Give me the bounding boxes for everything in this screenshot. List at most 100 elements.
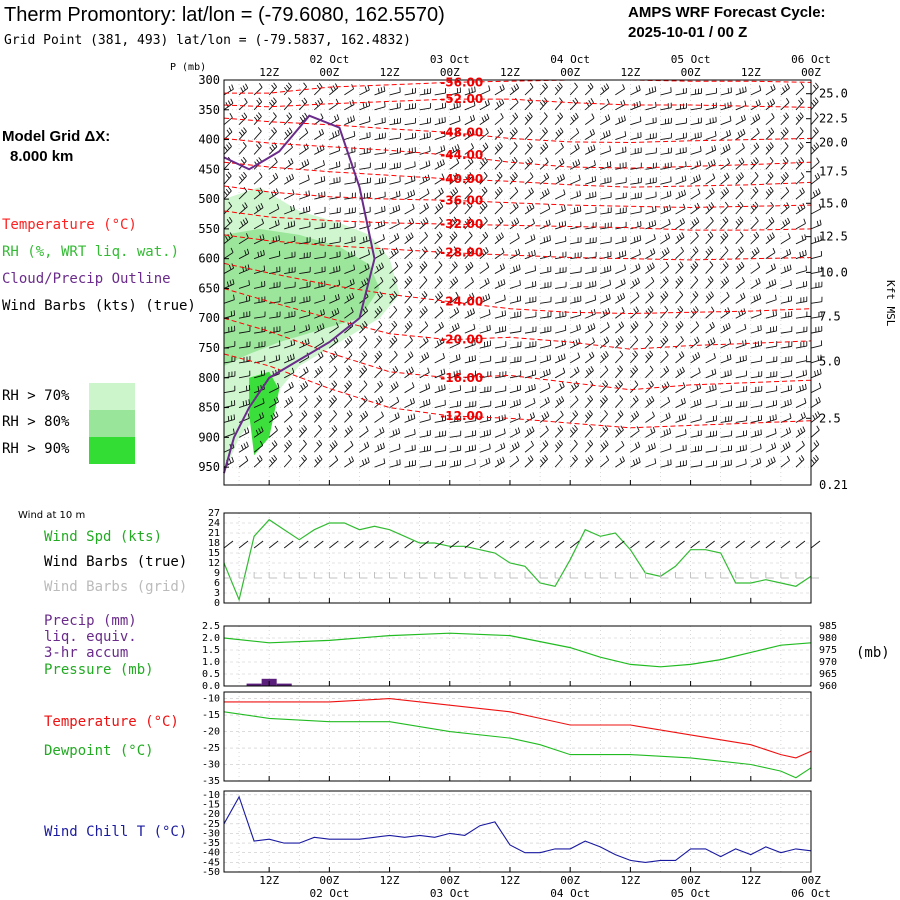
wind-barb [584,366,594,379]
wind-barb [795,112,804,125]
wind-barb [599,410,608,423]
wind-barb-flag [364,458,368,464]
wind-barb-flag [572,99,577,105]
wind-barb [404,175,416,185]
wind-barb-shaft [584,384,594,394]
wind-barb-flag [760,324,762,331]
wind-barb [630,100,642,111]
wind-barb-shaft [253,416,264,423]
wind-barb [254,311,266,319]
wind-barb-flag [600,444,605,450]
wind-barb [344,131,356,140]
wind-barb-shaft [268,387,280,394]
wind-barb-flag [421,308,426,313]
wind-barb-shaft [524,207,535,215]
wind-barb-shaft [705,177,716,185]
wind-barb-shaft [479,161,488,170]
wind-barb [389,335,398,349]
wind-barb-flag [488,85,491,91]
wind-barb-shaft [434,163,445,170]
wind-barb [645,162,657,170]
wind-barb-shaft [268,458,278,468]
wind-barb-shaft [374,384,383,394]
wind-barb-shaft [268,429,278,438]
wind-barb [298,454,307,468]
pressure-tick-label: 350 [198,103,220,117]
wind-barb-flag [765,191,770,196]
wind-barb-flag [243,127,247,132]
wind-barb-flag [481,117,485,123]
wind-barb [554,158,565,170]
wind-barb-flag [685,161,687,167]
wind-barb-10m [404,540,414,549]
wind-barb-flag [607,307,611,313]
wind-barb-flag [260,426,264,432]
wind-barb-shaft [223,252,234,260]
wind-barb [780,142,789,155]
wind-barb [464,355,476,364]
wind-barb-shaft [645,106,657,111]
wind-barb-flag [423,353,427,359]
wind-barb [555,281,567,289]
wind-barb-shaft [600,165,611,170]
wind-barb [690,188,701,200]
wind-barb-shaft [299,163,310,170]
wind-barb [268,97,277,111]
wind-barb-shaft [404,340,413,349]
wind-barb-flag [790,399,792,405]
wind-barb-shaft [359,182,371,185]
wind-barb-flag [501,247,505,253]
wind-barb-shaft [660,195,672,200]
wind-barb-shaft [238,431,250,438]
wind-barb-flag [322,160,325,166]
wind-barb [389,176,401,185]
wind-barb-flag [771,443,774,449]
wind-barb-shaft [539,86,548,96]
wind-barb [314,266,326,275]
wind-barb [419,460,432,468]
wind-barb-10m [660,540,670,549]
wind-barb-flag [814,237,817,243]
wind-barb-shaft [570,195,581,200]
wind-barb-shaft [675,107,687,111]
wind-barb [690,367,701,379]
wind-barb-flag [753,159,757,164]
wind-barb [554,82,563,96]
wind-barb [374,162,386,170]
wind-barb-flag [632,323,637,328]
wind-barb-flag [662,322,667,328]
wind-barb-shaft [810,444,820,453]
wind-barb-flag [529,172,534,177]
wind-barb-flag [426,352,430,357]
wind-barb-flag [666,191,669,197]
wind-barb-shaft [479,345,491,349]
wind-barb-shaft [570,314,581,319]
wind-barb-10m [584,540,595,549]
wind-barb-flag [301,456,305,462]
wind-barb-flag [729,115,732,121]
legend-wind-barbs: Wind Barbs (kts) (true) [2,298,196,314]
wind-barb-flag [635,264,638,270]
wind-barb-shaft [660,463,672,468]
wind-barb-shaft [675,151,687,155]
wind-barb-shaft [269,316,281,319]
wind-barb [389,132,401,141]
wind-barb-shaft [298,443,307,453]
wind-barb-flag [317,368,321,373]
wind-barb-flag [788,248,792,254]
wind-barb-shaft [554,443,563,453]
wind-barb-shaft [630,196,642,200]
wind-barb-flag [559,159,563,165]
wind-barb [314,191,326,200]
wind-barb-shaft [329,241,341,245]
wind-barb [584,113,595,126]
wind-barb-flag [273,82,278,88]
wind-barb [810,382,822,394]
wind-barb-shaft [750,419,762,423]
wind-barb [509,280,521,289]
wind-barb-shaft [314,256,326,260]
wind-barb-flag [365,426,369,431]
wind-barb-shaft [313,428,322,438]
wind-barb [464,400,477,409]
wind-barb-shaft [314,180,325,185]
